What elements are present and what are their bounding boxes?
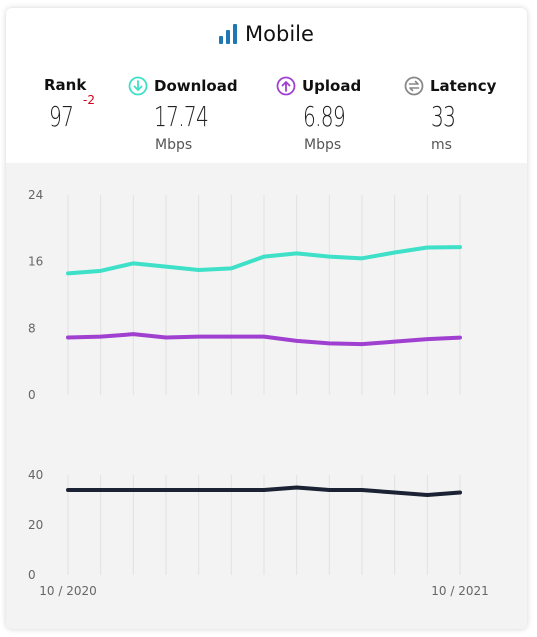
- upload-unit: Mbps: [304, 137, 342, 153]
- rank-label: Rank: [44, 76, 86, 94]
- series-line-upload: [66, 332, 462, 347]
- rank-label-text: Rank: [44, 76, 87, 94]
- charts-svg: 0 8 16 24 0 20 40 10 / 2020 10 / 2021: [28, 188, 489, 598]
- download-arrow-icon: [128, 76, 148, 96]
- x-tick-label: 10 / 2020: [39, 584, 96, 598]
- mobile-speed-card: Mobile Rank 97 -2 Download 17.74 Mbps Up…: [6, 8, 527, 629]
- signal-bars-icon: [219, 24, 238, 44]
- series-line-latency: [66, 485, 462, 497]
- y-tick-label: 24: [28, 188, 43, 202]
- latency-arrows-icon: [404, 76, 424, 96]
- download-label: Download: [128, 76, 238, 96]
- y-tick-label: 0: [28, 568, 36, 582]
- x-tick-label: 10 / 2021: [431, 584, 488, 598]
- download-value: 17.74: [154, 100, 209, 133]
- card-header: Mobile Rank 97 -2 Download 17.74 Mbps Up…: [6, 8, 527, 163]
- download-label-text: Download: [154, 77, 238, 95]
- page-title: Mobile: [245, 22, 314, 46]
- y-tick-label: 40: [28, 468, 43, 482]
- latency-unit: ms: [431, 137, 452, 153]
- y-tick-label: 16: [28, 255, 43, 269]
- upload-label-text: Upload: [302, 77, 362, 95]
- upload-label: Upload: [276, 76, 361, 96]
- latency-label: Latency: [404, 76, 496, 96]
- download-unit: Mbps: [155, 137, 193, 153]
- y-tick-label: 0: [28, 388, 36, 402]
- latency-label-text: Latency: [430, 77, 497, 95]
- rank-value: 97: [49, 100, 74, 133]
- latency-value: 33: [431, 100, 456, 133]
- y-tick-label: 20: [28, 518, 43, 532]
- upload-value: 6.89: [303, 100, 346, 133]
- upload-arrow-icon: [276, 76, 296, 96]
- title-row: Mobile: [6, 22, 527, 46]
- series-line-download: [66, 245, 462, 276]
- rank-change-badge: -2: [83, 93, 95, 107]
- y-tick-label: 8: [28, 321, 36, 335]
